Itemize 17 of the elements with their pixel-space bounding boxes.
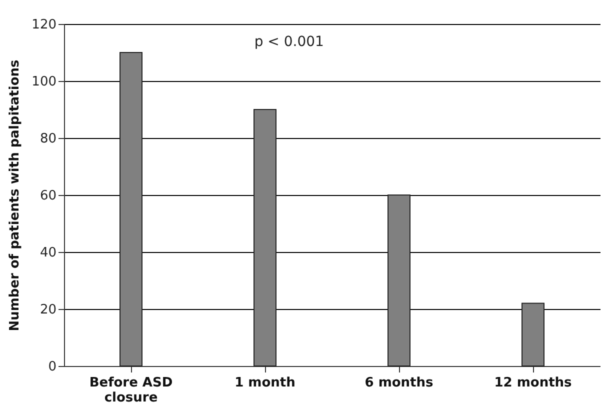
y-tick-label: 100 xyxy=(32,74,56,90)
y-tick-label: 40 xyxy=(40,246,56,260)
y-tick-label: 0 xyxy=(48,360,56,374)
bar xyxy=(120,52,142,366)
y-tick-label: 60 xyxy=(40,188,56,204)
x-tick-label: 6 months xyxy=(364,376,434,390)
y-tick-label: 80 xyxy=(40,132,56,146)
x-tick-label: 12 months xyxy=(494,376,572,390)
bar xyxy=(522,302,544,366)
y-axis-title: Number of patients with palpitations xyxy=(8,60,23,332)
annotation: p < 0.001 xyxy=(254,34,324,50)
y-tick-label: 120 xyxy=(32,18,56,32)
bar xyxy=(254,109,276,366)
x-tick-label: Before ASD closure xyxy=(89,376,173,406)
y-tick-label: 20 xyxy=(40,302,56,318)
x-tick-label: 1 month xyxy=(234,376,296,390)
bar xyxy=(388,194,410,366)
